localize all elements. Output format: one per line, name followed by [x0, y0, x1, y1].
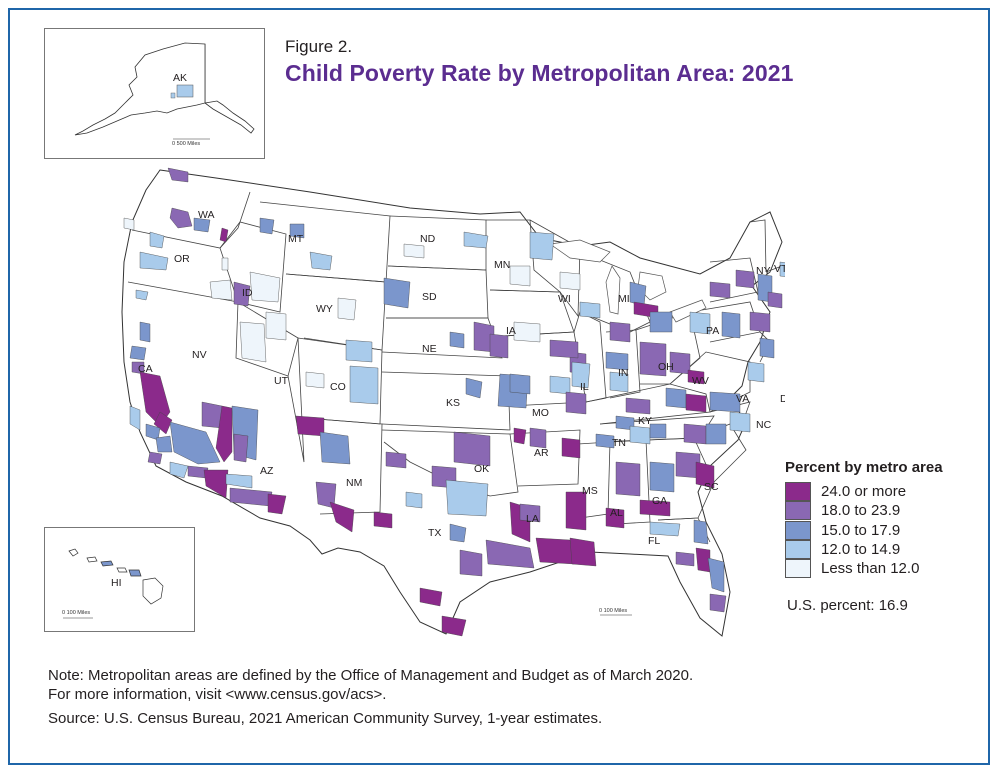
legend-label: 15.0 to 17.9 — [821, 521, 901, 539]
metro-areas — [123, 167, 785, 637]
legend-item: 18.0 to 23.9 — [785, 501, 985, 521]
anchorage-metro — [176, 84, 194, 98]
state-label-ne: NE — [422, 343, 437, 355]
state-label-wa: WA — [198, 209, 215, 221]
legend-item: Less than 12.0 — [785, 559, 985, 579]
legend-swatch — [785, 482, 811, 502]
state-label-ky: KY — [638, 415, 652, 427]
state-label-in: IN — [618, 367, 629, 379]
state-label-la: LA — [526, 513, 539, 525]
hawaii-map: HI 0 100 Miles — [62, 548, 164, 619]
legend-label: 12.0 to 14.9 — [821, 541, 901, 559]
us-percent: U.S. percent: 16.9 — [787, 597, 908, 614]
hawaii-scale-text: 0 100 Miles — [62, 610, 90, 616]
state-label-mn: MN — [494, 259, 510, 271]
legend-title: Percent by metro area — [785, 459, 943, 476]
legend-item: 12.0 to 14.9 — [785, 540, 985, 560]
state-label-pa: PA — [706, 325, 719, 337]
state-label-ar: AR — [534, 447, 549, 459]
legend-label: Less than 12.0 — [821, 560, 920, 578]
state-label-nm: NM — [346, 477, 362, 489]
state-label-al: AL — [610, 507, 623, 519]
note-line-2: For more information, visit <www.census.… — [48, 686, 387, 703]
state-label-wv: WV — [692, 375, 709, 387]
state-label-ny: NY — [756, 265, 771, 277]
hawaii-inset: HI 0 100 Miles — [44, 527, 195, 632]
legend-swatch — [785, 540, 811, 560]
state-label-il: IL — [580, 381, 589, 393]
figure-title: Child Poverty Rate by Metropolitan Area:… — [285, 60, 794, 86]
state-label-hi: HI — [111, 577, 122, 589]
state-label-fl: FL — [648, 535, 660, 547]
alaska-inset: AK 0 500 Miles — [44, 28, 265, 159]
state-label-ks: KS — [446, 397, 460, 409]
figure-label: Figure 2. — [285, 37, 353, 56]
state-label-nc: NC — [756, 419, 772, 431]
state-label-sc: SC — [704, 481, 719, 493]
legend-swatch — [785, 501, 811, 521]
source-note: Source: U.S. Census Bureau, 2021 America… — [48, 710, 603, 727]
us-map: WA OR CA NV ID MT WY UT CO AZ NM ND SD N… — [121, 167, 785, 637]
legend-label: 18.0 to 23.9 — [821, 502, 901, 520]
legend-swatch — [785, 559, 811, 579]
main-scale-text: 0 100 Miles — [599, 608, 627, 614]
state-label-sd: SD — [422, 291, 437, 303]
legend: Percent by metro area 24.0 or more 18.0 … — [785, 459, 985, 579]
alaska-map: AK 0 500 Miles — [74, 42, 255, 147]
note-line-1: Note: Metropolitan areas are defined by … — [48, 667, 694, 684]
legend-swatch — [785, 520, 811, 540]
state-label-tn: TN — [612, 437, 626, 449]
state-label-vt: VT — [774, 263, 785, 275]
state-label-ga: GA — [652, 495, 667, 507]
alaska-scale-text: 0 500 Miles — [172, 141, 200, 147]
state-label-oh: OH — [658, 361, 674, 373]
state-labels: WA OR CA NV ID MT WY UT CO AZ NM ND SD N… — [138, 209, 785, 547]
state-label-ok: OK — [474, 463, 489, 475]
legend-item: 15.0 to 17.9 — [785, 520, 985, 540]
state-label-ia: IA — [506, 325, 516, 337]
legend-label: 24.0 or more — [821, 483, 907, 501]
state-label-ca: CA — [138, 363, 153, 375]
state-label-ms: MS — [582, 485, 598, 497]
state-label-or: OR — [174, 253, 190, 265]
state-label-mi: MI — [618, 293, 630, 305]
state-label-az: AZ — [260, 465, 274, 477]
state-label-ut: UT — [274, 375, 289, 387]
kahului-metro — [128, 569, 142, 577]
state-label-mt: MT — [288, 233, 304, 245]
state-label-wi: WI — [558, 293, 571, 305]
state-label-nv: NV — [192, 349, 207, 361]
state-label-nd: ND — [420, 233, 436, 245]
state-label-id: ID — [242, 287, 253, 299]
state-label-ak: AK — [173, 72, 187, 84]
state-label-tx: TX — [428, 527, 441, 539]
state-label-dc: DC — [780, 393, 785, 405]
state-label-co: CO — [330, 381, 346, 393]
state-label-mo: MO — [532, 407, 549, 419]
state-label-va: VA — [736, 393, 749, 405]
state-label-wy: WY — [316, 303, 333, 315]
legend-item: 24.0 or more — [785, 482, 985, 502]
honolulu-metro — [100, 560, 114, 567]
